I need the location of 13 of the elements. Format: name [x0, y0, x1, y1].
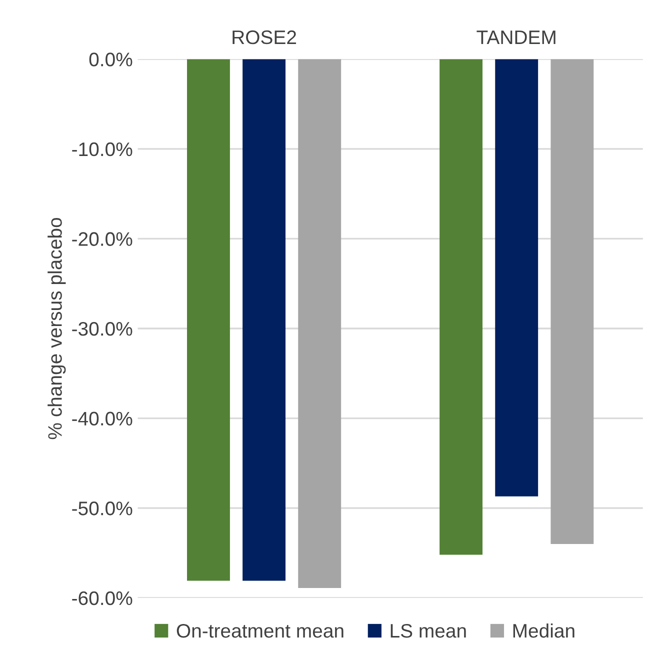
y-tick-label: -30.0% [72, 322, 132, 336]
y-tick-label: -50.0% [72, 502, 132, 516]
y-tick-label: 0.0% [89, 52, 132, 66]
legend-label: Median [513, 623, 574, 638]
legend-label: On-treatment mean [176, 624, 344, 638]
y-tick-label: -10.0% [72, 142, 132, 156]
x-tick-label: ROSE2 [232, 30, 296, 44]
legend-label: LS mean [390, 624, 466, 638]
x-tick-label: TANDEM [476, 30, 556, 44]
y-tick-label: -20.0% [72, 232, 132, 246]
y-axis-title: % change versus placebo [48, 218, 66, 440]
y-tick-label: -60.0% [72, 591, 132, 606]
y-tick-label: -40.0% [72, 412, 132, 426]
